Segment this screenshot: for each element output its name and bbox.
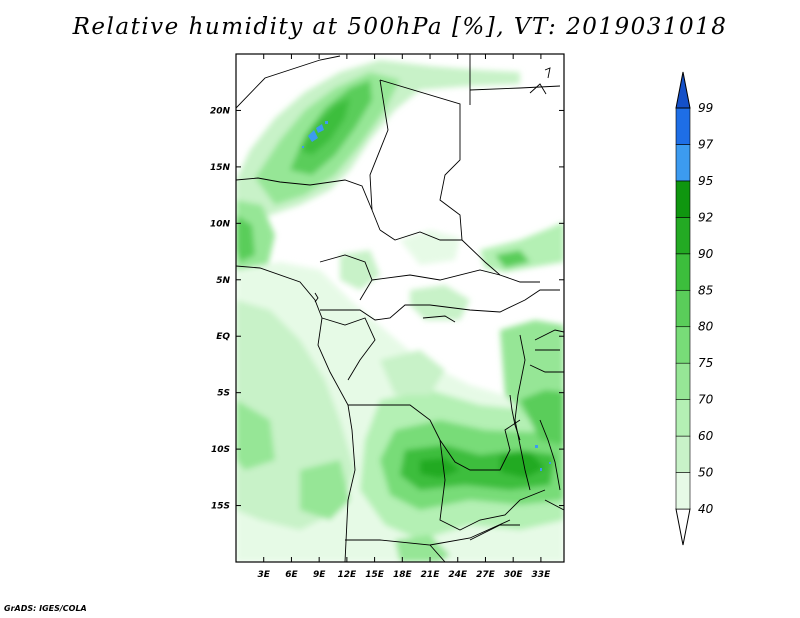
colorbar-box — [675, 289, 691, 328]
colorbar-label: 99 — [698, 101, 713, 115]
lon-tick-label: 6E — [285, 570, 298, 580]
lat-tick-label: 10N — [210, 219, 231, 229]
map-frame — [235, 53, 565, 563]
colorbar-label: 40 — [698, 502, 714, 516]
colorbar-box — [675, 217, 691, 255]
lat-tick-labels: 20N 15N 10N 5N EQ 5S 10S 15S — [210, 106, 231, 511]
humidity-field — [236, 54, 564, 562]
colorbar-label: 75 — [698, 356, 713, 370]
colorbar-box — [675, 435, 691, 473]
lon-tick-label: 24E — [448, 570, 468, 580]
lon-tick-label: 9E — [313, 570, 326, 580]
colorbar-label: 60 — [698, 429, 714, 443]
colorbar-label: 50 — [698, 466, 714, 480]
colorbar-box — [675, 144, 691, 182]
lat-tick-label: EQ — [216, 332, 230, 342]
lon-tick-label: 3E — [258, 570, 271, 580]
colorbar-labels: 40 50 60 70 75 80 85 90 92 95 97 99 — [698, 101, 714, 516]
colorbar-box — [675, 399, 691, 437]
colorbar-top-arrow — [675, 71, 691, 109]
axis-ticks — [236, 54, 564, 562]
colorbar-bottom-arrow — [675, 508, 691, 546]
lat-tick-label: 5N — [216, 276, 230, 286]
colorbar-box — [675, 107, 691, 145]
colorbar-box — [675, 362, 691, 400]
map-borders — [236, 54, 564, 562]
lon-tick-label: 15E — [365, 570, 385, 580]
lon-tick-label: 12E — [338, 570, 358, 580]
colorbar-box — [675, 253, 691, 291]
colorbar-label: 80 — [698, 320, 714, 334]
lat-tick-label: 20N — [210, 106, 231, 116]
map-title: Relative humidity at 500hPa [%], VT: 201… — [72, 14, 728, 40]
lat-tick-label: 5S — [217, 389, 230, 399]
colorbar-box — [675, 180, 691, 218]
colorbar-label: 85 — [698, 283, 713, 297]
lon-tick-label: 18E — [393, 570, 413, 580]
colorbar-label: 97 — [698, 137, 714, 151]
lon-tick-label: 30E — [504, 570, 524, 580]
high-humidity-spots — [302, 121, 551, 471]
colorbar-label: 95 — [698, 174, 713, 188]
lon-tick-label: 27E — [476, 570, 496, 580]
grads-credit: GrADS: IGES/COLA — [4, 604, 87, 613]
lat-tick-label: 15N — [210, 163, 231, 173]
colorbar — [675, 71, 691, 546]
lon-tick-labels: 3E 6E 9E 12E 15E 18E 21E 24E 27E 30E 33E — [258, 570, 552, 580]
colorbar-label: 90 — [698, 247, 714, 261]
colorbar-label: 70 — [698, 393, 714, 407]
colorbar-label: 92 — [698, 210, 713, 224]
lon-tick-label: 21E — [421, 570, 441, 580]
colorbar-box — [675, 326, 691, 364]
lon-tick-label: 33E — [532, 570, 552, 580]
lat-tick-label: 10S — [211, 445, 230, 455]
colorbar-box — [675, 472, 691, 510]
lat-tick-label: 15S — [211, 502, 230, 512]
